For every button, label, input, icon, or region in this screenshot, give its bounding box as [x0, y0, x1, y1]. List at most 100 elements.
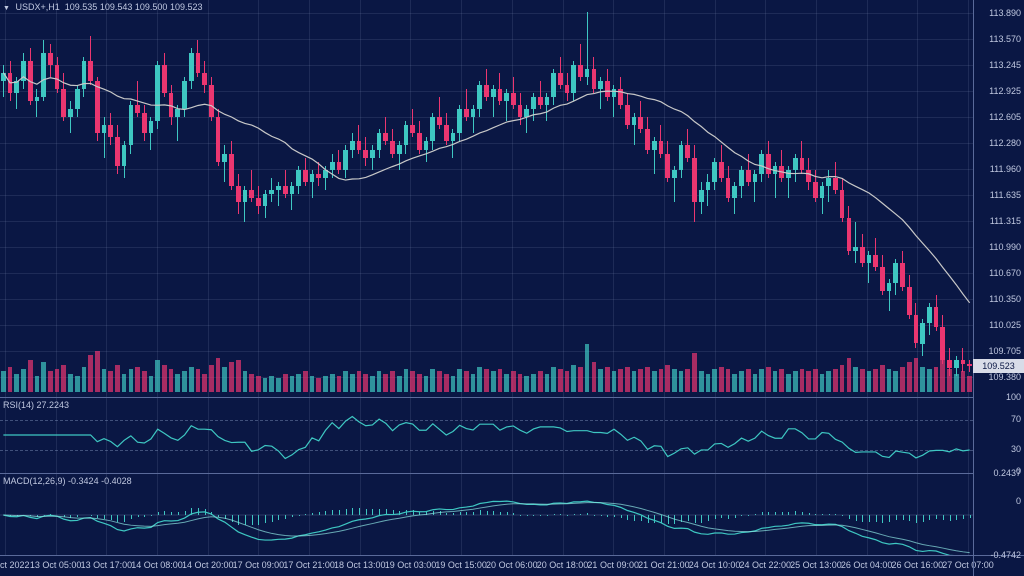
volume-bar [316, 378, 321, 392]
macd-hist-bar [970, 515, 971, 518]
x-tick-label: 17 Oct 09:00 [233, 560, 285, 570]
rsi-panel[interactable]: RSI(14) 27.2243 [0, 397, 973, 471]
volume-bar [907, 362, 912, 392]
macd-hist-bar [319, 512, 320, 515]
macd-hist-bar [386, 509, 387, 515]
volume-bar [719, 367, 724, 392]
volume-bar [571, 365, 576, 392]
volume-bar [8, 367, 13, 392]
macd-hist-bar [963, 515, 964, 519]
macd-hist-bar [198, 508, 199, 515]
volume-bar [229, 362, 234, 392]
volume-bar [444, 374, 449, 392]
macd-hist-bar [795, 511, 796, 515]
macd-hist-bar [211, 512, 212, 515]
volume-bar [222, 367, 227, 392]
macd-hist-bar [339, 510, 340, 515]
volume-bar [149, 376, 154, 392]
macd-hist-bar [218, 515, 219, 517]
volume-bar [826, 371, 831, 392]
volume-bar [578, 367, 583, 392]
price-tick-label: 111.315 [990, 216, 1021, 226]
rsi-level-70 [0, 420, 973, 421]
macd-hist-bar [258, 515, 259, 525]
volume-bar [538, 371, 543, 392]
price-tick-label: 110.670 [989, 268, 1021, 278]
volume-bar [477, 367, 482, 392]
macd-hist-bar [695, 515, 696, 523]
price-tick-label: 109.380 [988, 372, 1021, 382]
volume-bar [753, 374, 758, 392]
rsi-label: RSI(14) [3, 400, 34, 410]
volume-bar [773, 371, 778, 392]
volume-bar [645, 367, 650, 392]
macd-hist-bar [37, 515, 38, 517]
macd-hist-bar [936, 515, 937, 519]
price-tick-label: 113.890 [989, 8, 1021, 18]
macd-hist-bar [285, 515, 286, 519]
macd-hist-bar [728, 515, 729, 519]
macd-signal: -0.4028 [101, 476, 132, 486]
volume-bar [665, 365, 670, 392]
macd-panel[interactable]: MACD(12,26,9) -0.3424 -0.4028 [0, 473, 973, 555]
macd-hist-bar [372, 509, 373, 515]
macd-hist-bar [419, 512, 420, 515]
macd-hist-bar [688, 515, 689, 521]
volume-bar [424, 376, 429, 392]
volume-bar [491, 371, 496, 392]
volume-bar [759, 369, 764, 392]
x-tick-label: 21 Oct 21:00 [638, 560, 690, 570]
volume-bar [417, 374, 422, 392]
volume-bar [256, 376, 261, 392]
macd-hist-bar [829, 514, 830, 515]
price-tick-label: 110.350 [989, 294, 1021, 304]
macd-hist-bar [466, 512, 467, 515]
volume-bar [377, 371, 382, 392]
macd-hist-bar [882, 515, 883, 523]
volume-area [0, 342, 973, 392]
rsi-tick-label: 70 [1011, 414, 1021, 424]
volume-bar [766, 367, 771, 392]
volume-bar [196, 369, 201, 392]
volume-bar [920, 367, 925, 392]
macd-hist-bar [70, 515, 71, 518]
price-tick-label: 110.990 [989, 242, 1021, 252]
macd-hist-bar [755, 514, 756, 515]
volume-bar [357, 371, 362, 392]
volume-bar [28, 360, 33, 392]
volume-bar [947, 369, 952, 392]
volume-bar [873, 369, 878, 392]
ohlc-o: 109.535 [65, 2, 98, 12]
volume-bar [430, 369, 435, 392]
macd-hist-bar [104, 515, 105, 519]
volume-bar [269, 376, 274, 392]
volume-bar [820, 374, 825, 392]
ohlc-c: 109.523 [170, 2, 203, 12]
macd-hist-bar [426, 512, 427, 515]
macd-hist-bar [869, 515, 870, 522]
x-tick-label: 20 Oct 18:00 [537, 560, 589, 570]
x-tick-label: 21 Oct 09:00 [587, 560, 639, 570]
volume-bar [471, 374, 476, 392]
volume-bar [290, 376, 295, 392]
macd-hist-bar [943, 515, 944, 520]
volume-bar [840, 365, 845, 392]
x-tick-label: 19 Oct 15:00 [435, 560, 487, 570]
volume-bar [813, 369, 818, 392]
volume-bar [216, 358, 221, 392]
volume-bar [625, 367, 630, 392]
macd-hist-bar [487, 511, 488, 515]
macd-tick-label: 0 [1016, 496, 1021, 506]
volume-bar [558, 369, 563, 392]
volume-bar [155, 360, 160, 392]
macd-hist-bar [950, 515, 951, 521]
x-tick-label: 26 Oct 04:00 [841, 560, 893, 570]
macd-hist-bar [929, 515, 930, 520]
volume-bar [48, 371, 53, 392]
macd-hist-bar [574, 514, 575, 515]
volume-bar [927, 369, 932, 392]
volume-bar [55, 369, 60, 392]
macd-hist-bar [346, 509, 347, 515]
price-panel[interactable]: ▼ USDX+,H1 109.535 109.543 109.500 109.5… [0, 0, 973, 392]
x-tick-label: 14 Oct 08:00 [131, 560, 183, 570]
